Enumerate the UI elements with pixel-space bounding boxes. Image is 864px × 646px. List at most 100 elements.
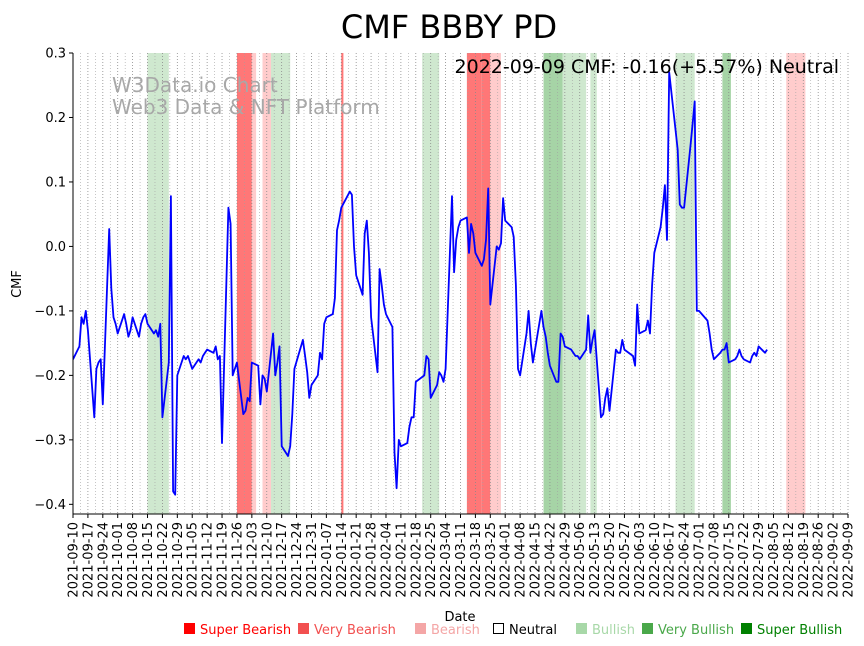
x-tick-label: 2022-04-29 [558, 522, 573, 598]
legend-swatch [415, 623, 426, 634]
x-tick-label: 2022-04-22 [543, 522, 558, 598]
band-very-bearish [341, 53, 344, 514]
y-tick-label: 0.3 [45, 47, 66, 62]
x-tick-label: 2022-09-09 [842, 522, 857, 598]
band-bullish [147, 53, 169, 514]
legend-item: Neutral [493, 623, 557, 638]
y-tick-label: 0.2 [45, 111, 66, 126]
x-tick-label: 2022-02-25 [424, 522, 439, 598]
x-tick-label: 2021-11-05 [186, 522, 201, 598]
legend-label: Bearish [431, 623, 480, 638]
x-tick-label: 2022-04-08 [514, 522, 529, 598]
x-tick-label: 2022-03-18 [469, 522, 484, 598]
cmf-line [73, 71, 768, 496]
latest-value-annotation: 2022-09-09 CMF: -0.16(+5.57%) Neutral [455, 56, 839, 78]
y-tick-label: −0.3 [34, 433, 66, 448]
x-tick-label: 2022-08-05 [767, 522, 782, 598]
x-tick-label: 2021-12-31 [305, 522, 320, 598]
legend-item: Super Bullish [741, 623, 842, 638]
x-tick-label: 2021-11-19 [216, 522, 231, 598]
legend-label: Super Bullish [757, 623, 842, 638]
band-very-bullish [722, 53, 731, 514]
band-bullish [271, 53, 291, 514]
vertical-gridlines [72, 53, 849, 514]
x-tick-label: 2021-12-24 [290, 522, 305, 598]
x-tick-label: 2021-12-10 [260, 522, 275, 598]
x-tick-label: 2022-08-26 [812, 522, 827, 598]
x-tick-label: 2022-07-08 [707, 522, 722, 598]
x-tick-label: 2021-10-29 [171, 522, 186, 598]
y-tick-label: −0.4 [34, 498, 66, 513]
x-tick-label: 2022-01-28 [365, 522, 380, 598]
x-tick-label: 2022-05-27 [618, 522, 633, 598]
legend-item: Bullish [576, 623, 635, 638]
band-very-bearish [466, 53, 482, 514]
x-tick-label: 2021-12-03 [245, 522, 260, 598]
x-tick-label: 2022-03-04 [439, 522, 454, 598]
legend-label: Very Bearish [314, 623, 396, 638]
x-tick-label: 2022-03-25 [484, 522, 499, 598]
band-bullish [562, 53, 587, 514]
x-tick-label: 2022-06-24 [678, 522, 693, 598]
legend-label: Super Bearish [200, 623, 291, 638]
x-tick-label: 2021-09-17 [81, 522, 96, 598]
x-tick-label: 2022-06-03 [633, 522, 648, 598]
band-very-bullish [543, 53, 563, 514]
x-tick-label: 2022-04-01 [499, 522, 514, 598]
x-tick-label: 2021-10-01 [111, 522, 126, 598]
x-tick-label: 2022-07-22 [737, 522, 752, 598]
x-tick-label: 2021-10-15 [141, 522, 156, 598]
x-tick-label: 2022-07-29 [752, 522, 767, 598]
x-axis-ticks: 2021-09-10 2021-09-17 2021-09-24 2021-10-01… [67, 514, 857, 598]
x-tick-label: 2022-02-11 [394, 522, 409, 598]
legend-item: Super Bearish [184, 623, 291, 638]
y-axis-ticks: −0.4 −0.3 −0.2 −0.1 0.0 0.1 0.2 0.3 [34, 47, 73, 513]
legend-item: Bearish [415, 623, 480, 638]
y-axis-label: CMF [10, 270, 25, 298]
legend-swatch [184, 623, 195, 634]
band-bearish [262, 53, 272, 514]
x-tick-label: 2021-11-26 [230, 522, 245, 598]
x-tick-label: 2022-02-18 [409, 522, 424, 598]
legend-label: Very Bullish [658, 623, 734, 638]
legend-item: Very Bearish [298, 623, 396, 638]
chart-title: CMF BBBY PD [341, 8, 557, 46]
cmf-series [73, 71, 768, 496]
x-tick-label: 2021-09-10 [67, 522, 82, 598]
x-tick-label: 2022-05-20 [603, 522, 618, 598]
x-tick-label: 2022-03-11 [454, 522, 469, 598]
legend-label: Bullish [592, 623, 635, 638]
x-tick-label: 2021-09-24 [96, 522, 111, 598]
x-tick-label: 2022-08-19 [797, 522, 812, 598]
legend-swatch [493, 623, 504, 634]
x-tick-label: 2022-05-13 [588, 522, 603, 598]
legend: Super Bearish Very Bearish Bearish Neutral B… [184, 623, 842, 638]
signal-bands [147, 53, 806, 514]
x-tick-label: 2022-08-12 [782, 522, 797, 598]
y-tick-label: 0.1 [45, 175, 66, 190]
band-bullish [422, 53, 440, 514]
x-tick-label: 2021-11-12 [201, 522, 216, 598]
band-very-bearish [481, 53, 491, 514]
x-tick-label: 2022-04-15 [529, 522, 544, 598]
x-axis-label: Date [444, 610, 475, 625]
x-tick-label: 2022-01-07 [320, 522, 335, 598]
legend-label: Neutral [509, 623, 557, 638]
watermark-line-2: Web3 Data & NFT Platform [112, 95, 380, 119]
x-tick-label: 2021-10-08 [126, 522, 141, 598]
y-tick-label: −0.2 [34, 369, 66, 384]
x-tick-label: 2022-02-04 [379, 522, 394, 598]
x-tick-label: 2022-09-02 [827, 522, 842, 598]
x-tick-label: 2022-01-14 [335, 522, 350, 598]
x-tick-label: 2022-05-06 [573, 522, 588, 598]
y-tick-label: 0.0 [45, 240, 66, 255]
y-tick-label: −0.1 [34, 304, 66, 319]
legend-swatch [741, 623, 752, 634]
x-tick-label: 2022-07-15 [722, 522, 737, 598]
x-tick-label: 2022-07-01 [692, 522, 707, 598]
x-tick-label: 2021-10-22 [156, 522, 171, 598]
legend-item: Very Bullish [642, 623, 734, 638]
band-bearish [490, 53, 501, 514]
band-bullish [675, 53, 695, 514]
